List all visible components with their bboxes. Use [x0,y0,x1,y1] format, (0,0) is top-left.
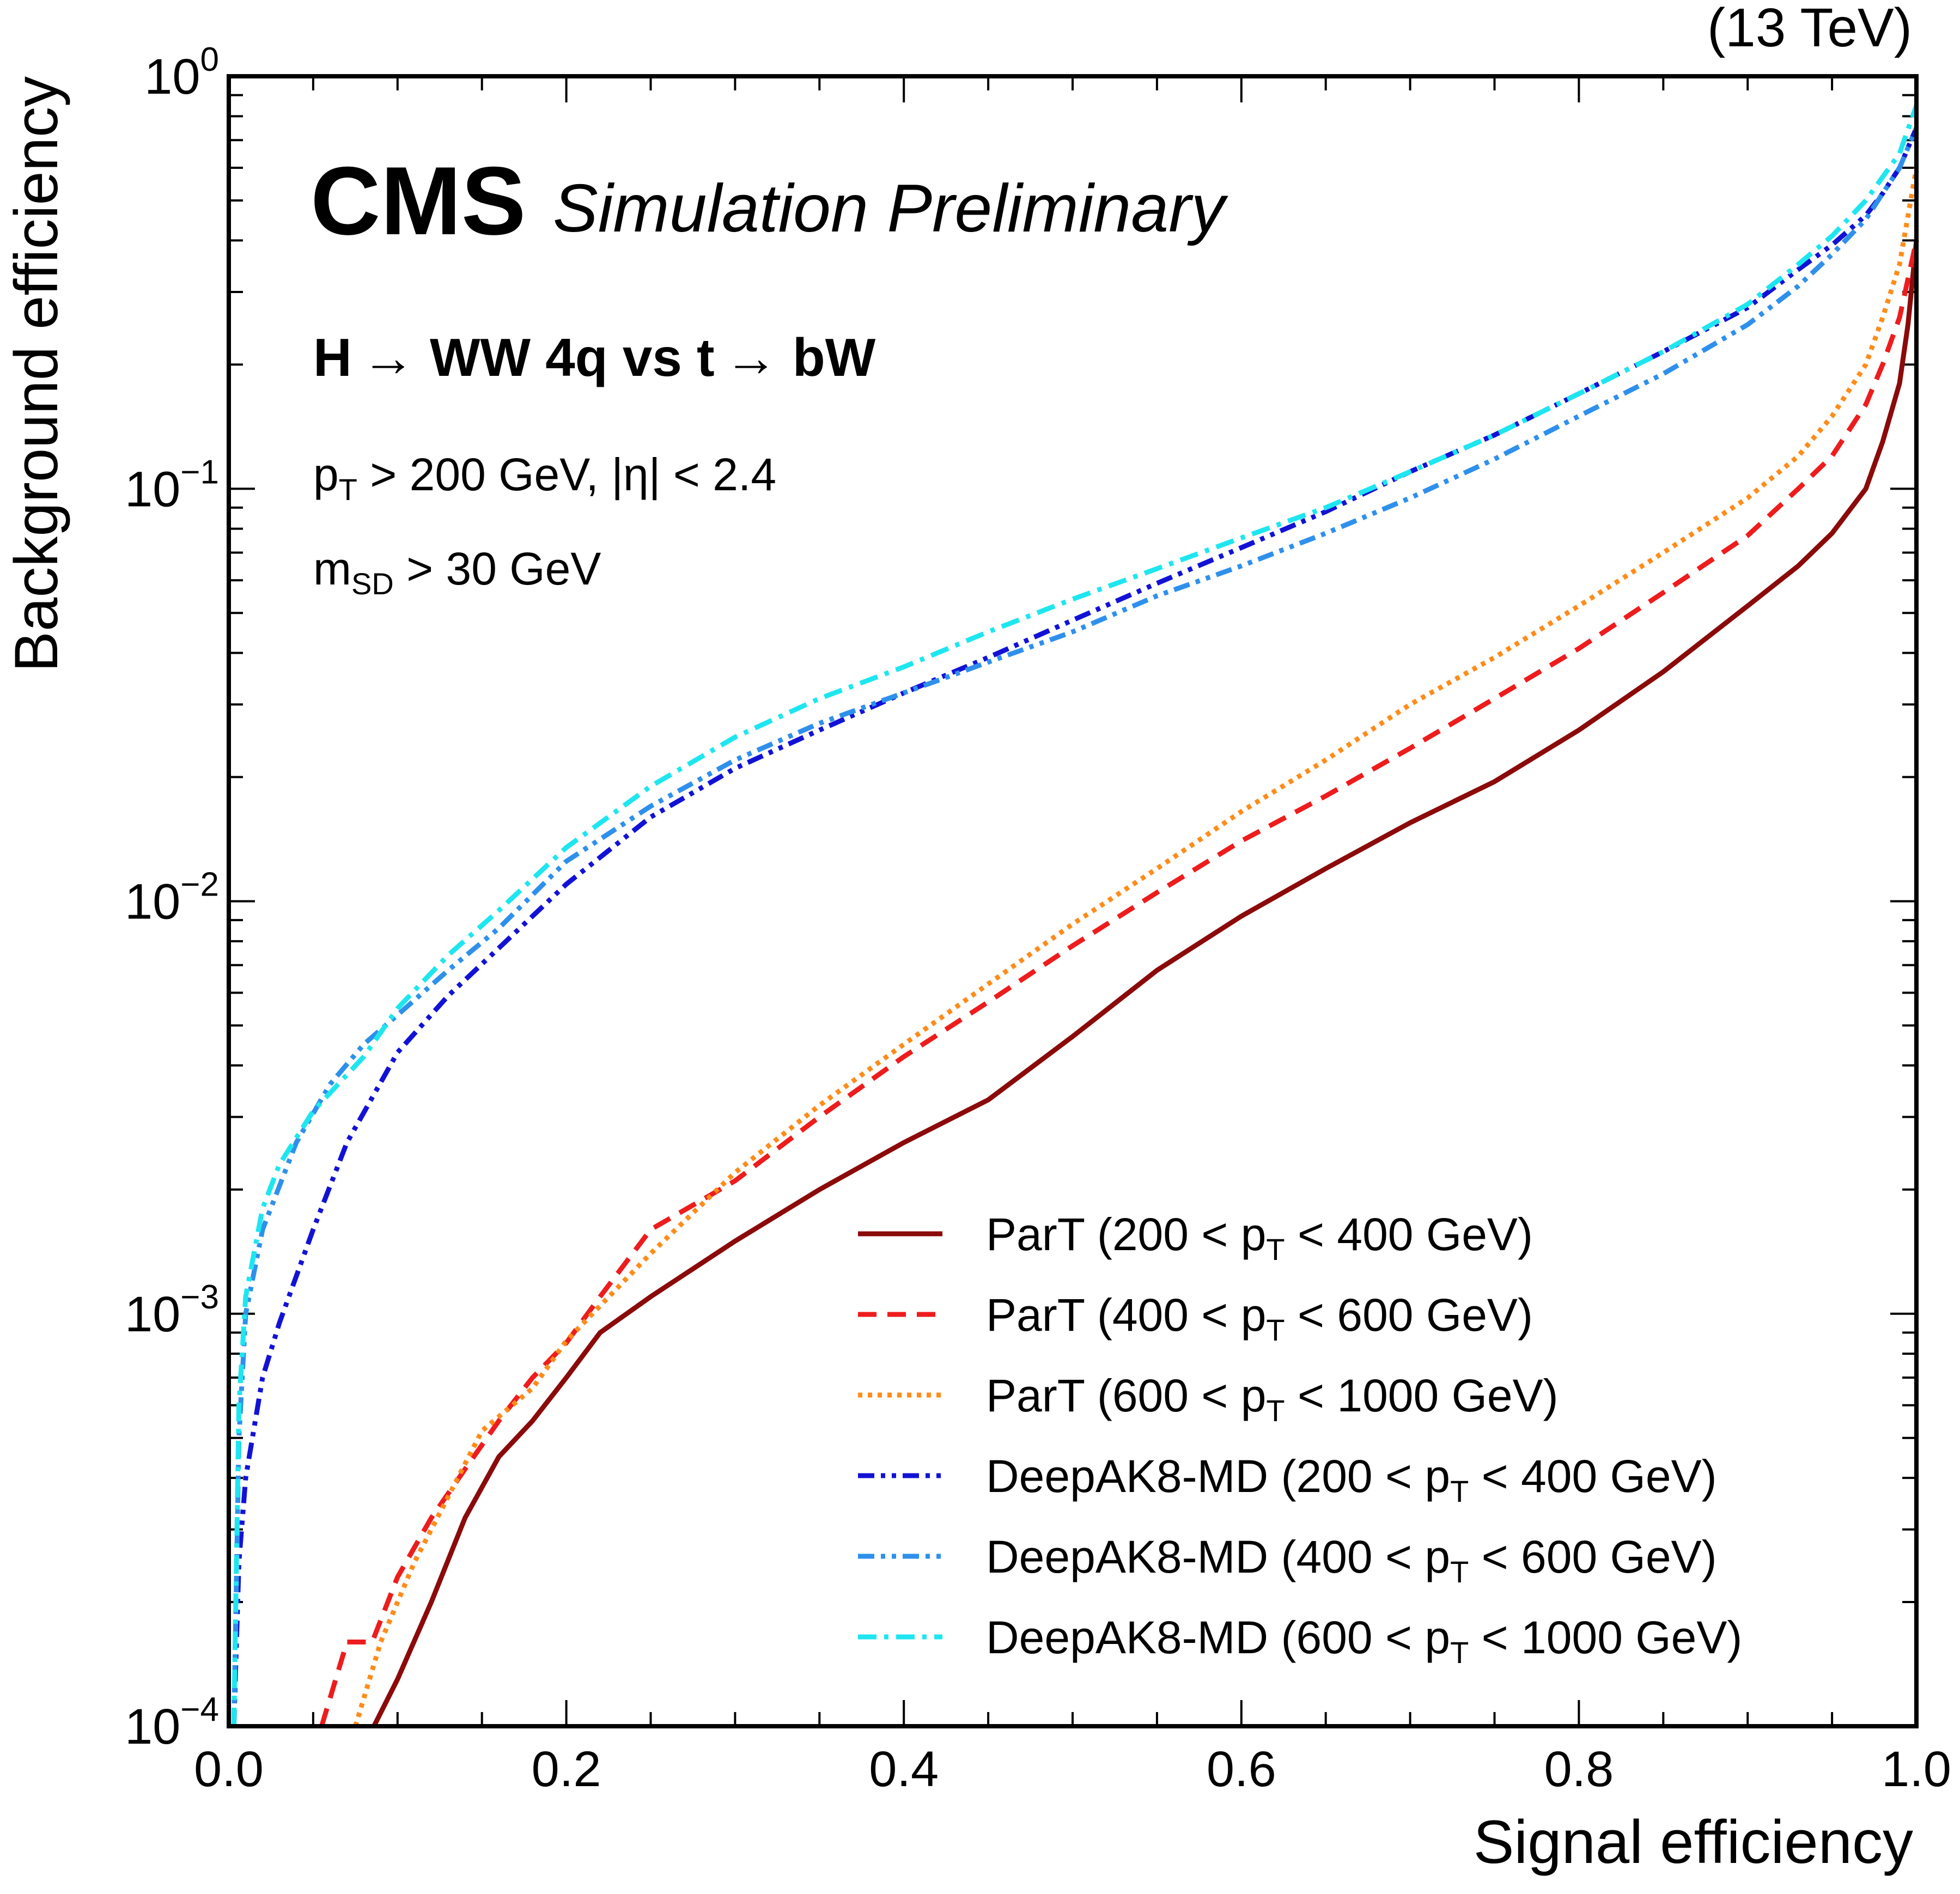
x-tick-labels: 0.0 0.2 0.4 0.6 0.8 1.0 [194,1741,1951,1797]
legend-label-5: DeepAK8-MD (400 < pT < 600 GeV) [986,1531,1717,1589]
process-label: H → WW 4q vs t → bW [313,327,876,387]
series-line-6 [231,104,1919,1727]
y-tick-label: 10−1 [125,453,219,517]
x-tick-label: 0.6 [1207,1741,1276,1797]
y-tick-label: 100 [144,41,219,105]
y-tick-label: 10−3 [125,1278,219,1342]
legend-label-6: DeepAK8-MD (600 < pT < 1000 GeV) [986,1612,1742,1670]
y-axis-title: Background efficiency [2,76,70,672]
y-tick-label: 10−4 [125,1691,219,1755]
x-axis-title: Signal efficiency [1474,1808,1913,1876]
energy-label: (13 TeV) [1707,0,1912,58]
series-lines [231,104,1919,1728]
y-tick-labels: 100 10−1 10−2 10−3 10−4 [125,41,219,1755]
series-line-3 [353,167,1919,1727]
x-tick-label: 1.0 [1882,1741,1951,1797]
cms-label: CMS [311,147,526,255]
cms-sublabel: Simulation Preliminary [553,171,1229,246]
x-tick-label: 0.2 [532,1741,601,1797]
x-tick-label: 0.4 [869,1741,939,1797]
legend-label-3: ParT (600 < pT < 1000 GeV) [986,1370,1559,1428]
series-line-4 [231,126,1919,1727]
series-line-2 [319,240,1919,1727]
msd-cut-label: mSD > 30 GeV [313,543,601,601]
series-line-1 [372,240,1919,1728]
plot-frame [227,74,1919,1728]
series-line-5 [231,126,1919,1727]
legend-label-4: DeepAK8-MD (200 < pT < 400 GeV) [986,1451,1717,1508]
legend-label-2: ParT (400 < pT < 600 GeV) [986,1289,1533,1347]
legend: ParT (200 < pT < 400 GeV) ParT (400 < pT … [858,1209,1742,1670]
legend-label-1: ParT (200 < pT < 400 GeV) [986,1209,1533,1266]
x-tick-label: 0.8 [1544,1741,1614,1797]
x-tick-label: 0.0 [194,1741,264,1797]
pt-cut-label: pT > 200 GeV, |η| < 2.4 [313,449,776,507]
y-tick-label: 10−2 [125,866,219,930]
